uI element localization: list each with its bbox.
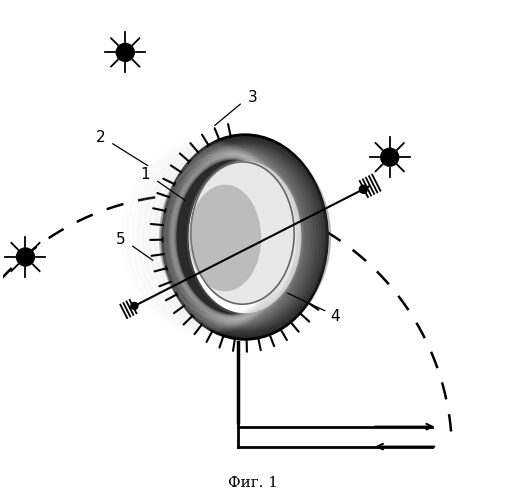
Circle shape: [116, 43, 134, 61]
Text: 3: 3: [247, 90, 258, 105]
Text: 5: 5: [116, 232, 125, 247]
Ellipse shape: [163, 135, 327, 339]
Text: 4: 4: [330, 309, 340, 324]
Text: 1: 1: [140, 167, 150, 182]
Circle shape: [131, 302, 138, 309]
Text: 2: 2: [95, 130, 105, 145]
Ellipse shape: [189, 185, 261, 291]
Circle shape: [360, 185, 367, 193]
Ellipse shape: [191, 162, 294, 304]
Circle shape: [381, 148, 399, 166]
Text: Фиг. 1: Фиг. 1: [227, 476, 278, 490]
Ellipse shape: [188, 160, 302, 314]
Circle shape: [17, 248, 34, 266]
